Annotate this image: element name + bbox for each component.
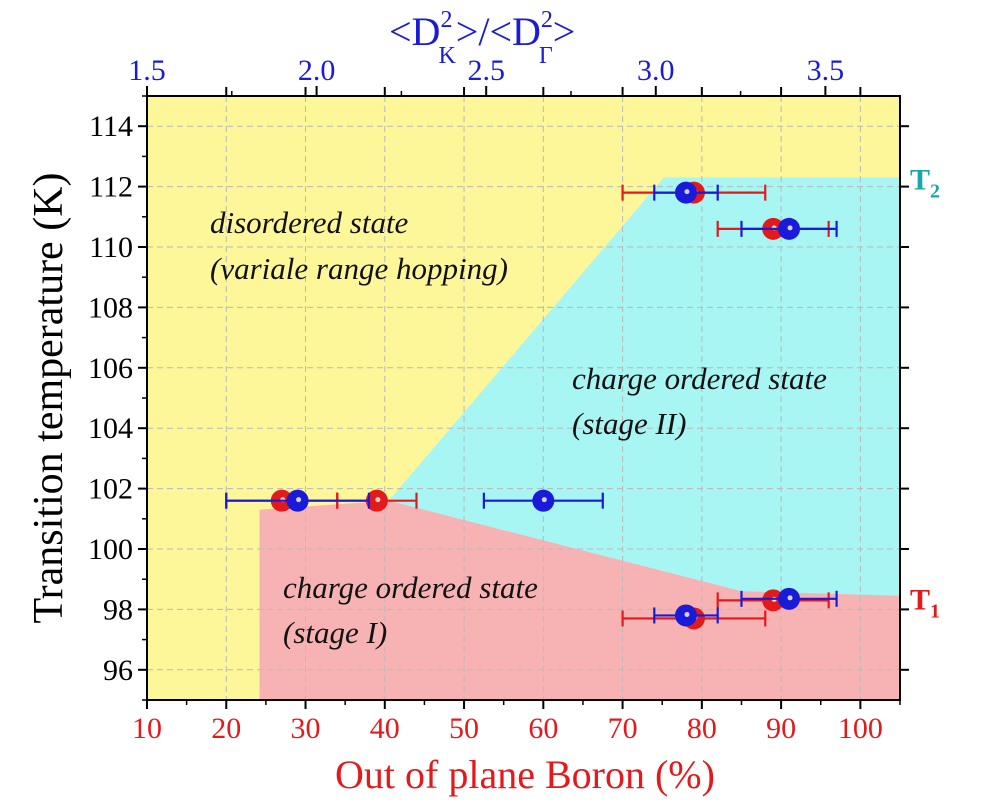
top-tick-label: 3.0 xyxy=(637,54,675,87)
top-tick-label: 2.5 xyxy=(467,54,505,87)
region-label-disordered: (variale range hopping) xyxy=(210,251,508,286)
x-tick-label: 60 xyxy=(528,712,558,745)
y-tick-label: 108 xyxy=(88,291,133,324)
top-label-part-1: <D xyxy=(389,9,440,54)
top-label-sup-1: 2 xyxy=(440,7,452,33)
x-tick-label: 100 xyxy=(838,712,883,745)
series-label-T2: T2 xyxy=(910,164,940,203)
region-label-stage-II: (stage II) xyxy=(572,406,686,441)
top-tick-label: 3.5 xyxy=(807,54,845,87)
y-tick-label: 100 xyxy=(88,533,133,566)
y-tick-label: 114 xyxy=(89,110,133,143)
region-stage-II xyxy=(388,177,900,596)
region-label-disordered: disordered state xyxy=(210,205,409,240)
y-tick-label: 112 xyxy=(89,171,133,204)
x-axis-label: Out of plane Boron (%) xyxy=(335,752,715,797)
x-tick-label: 20 xyxy=(211,712,241,745)
series-label-subscript: 1 xyxy=(930,600,940,622)
region-stage-I xyxy=(259,500,900,700)
region-label-stage-II: charge ordered state xyxy=(572,361,827,396)
data-point-highlight xyxy=(684,189,690,195)
top-tick-label: 2.0 xyxy=(298,54,336,87)
y-tick-label: 98 xyxy=(103,593,133,626)
data-points xyxy=(225,181,838,630)
y-tick-label: 104 xyxy=(88,412,133,445)
top-label-sup-2: 2 xyxy=(541,7,553,33)
region-label-stage-I: (stage I) xyxy=(283,615,387,650)
region-label-stage-I: charge ordered state xyxy=(283,570,538,605)
y-axis-label: Transition temperature (K) xyxy=(26,172,72,623)
series-label-subscript: 2 xyxy=(930,181,940,203)
x-tick-label: 80 xyxy=(687,712,717,745)
data-point-highlight xyxy=(787,595,793,601)
data-point-highlight xyxy=(375,497,381,503)
data-point-highlight xyxy=(787,225,793,231)
x-tick-label: 30 xyxy=(291,712,321,745)
top-tick-label: 1.5 xyxy=(128,54,166,87)
ticks: 10 20 30 40 50 60 70 80 90 100 1.5 2.0 2.5 3.0 3.5 96 98… xyxy=(88,54,909,745)
x-tick-label: 50 xyxy=(449,712,479,745)
top-label-part-2: >/<D xyxy=(456,9,541,54)
series-label-base: T xyxy=(910,583,930,616)
series-label-base: T xyxy=(910,164,930,197)
series-label-T1: T1 xyxy=(910,583,940,622)
data-point-highlight xyxy=(541,497,547,503)
data-point-highlight xyxy=(684,611,690,617)
region-labels: disordered state (variale range hopping) c… xyxy=(210,205,827,650)
x-tick-label: 90 xyxy=(766,712,796,745)
y-tick-label: 96 xyxy=(103,654,133,687)
y-tick-label: 102 xyxy=(88,473,133,506)
y-tick-label: 106 xyxy=(88,352,133,385)
top-axis-label: <D2 K>/<D2 Γ> xyxy=(389,7,575,69)
phase-regions xyxy=(147,96,900,700)
x-tick-label: 40 xyxy=(370,712,400,745)
top-label-sub-1: K xyxy=(438,43,456,69)
top-label-part-3: > xyxy=(553,9,576,54)
top-label-sub-2: Γ xyxy=(539,43,553,69)
y-tick-label: 110 xyxy=(89,231,133,264)
data-point-highlight xyxy=(296,497,302,503)
x-tick-label: 70 xyxy=(608,712,638,745)
x-tick-label: 10 xyxy=(132,712,162,745)
